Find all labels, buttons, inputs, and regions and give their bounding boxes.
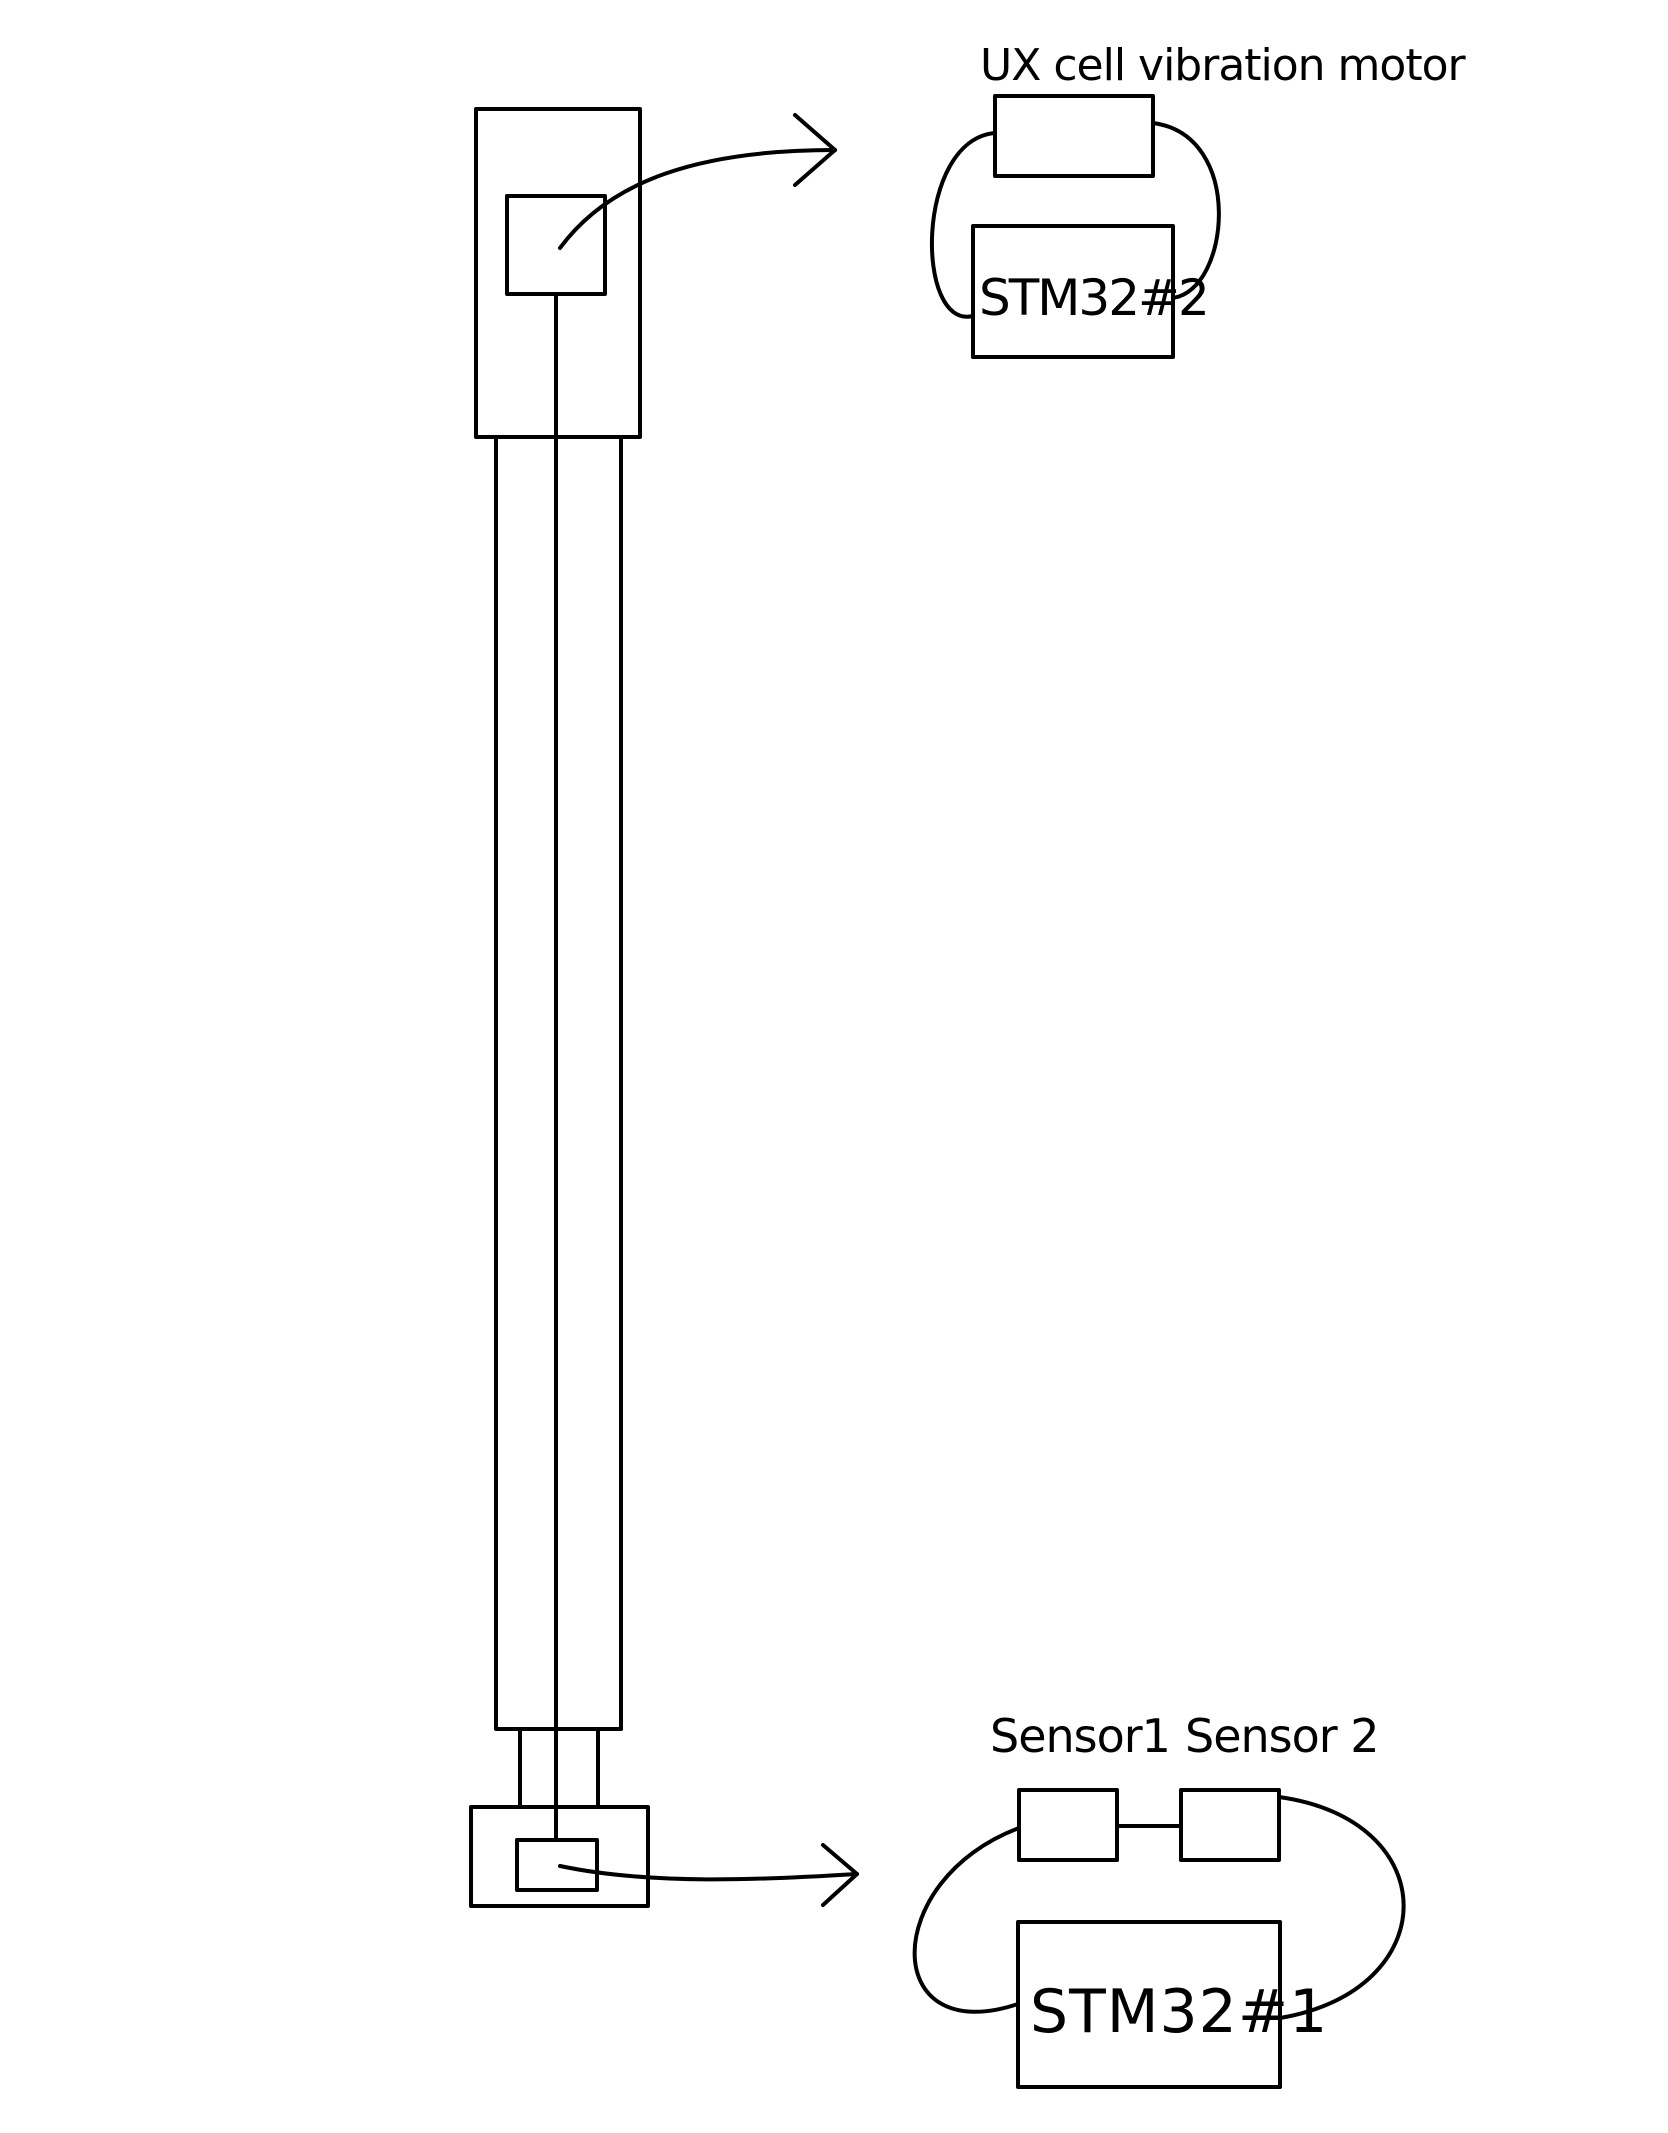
top-callout-arrow xyxy=(558,113,837,250)
motor-wire-right xyxy=(1151,121,1221,300)
top-module xyxy=(505,194,607,296)
pole-tube xyxy=(494,435,623,1731)
stm32-1-label: STM32#1 xyxy=(1030,1977,1328,2047)
top-detail: UX cell vibration motor STM32#2 xyxy=(929,40,1468,359)
base-module xyxy=(515,1838,599,1892)
vibration-motor xyxy=(993,94,1155,178)
stm32-2-board xyxy=(971,224,1175,359)
sensor-wire-right xyxy=(1277,1795,1406,2020)
sensor-1-label: Sensor1 xyxy=(990,1709,1170,1763)
sensor-1 xyxy=(1017,1788,1119,1862)
sensor-wire-left xyxy=(912,1826,1021,2014)
bottom-detail: Sensor1 Sensor 2 STM32#1 xyxy=(912,1709,1406,2089)
bottom-callout-arrow xyxy=(558,1843,859,1907)
motor-label: UX cell vibration motor xyxy=(980,40,1467,91)
sensor-2-label: Sensor 2 xyxy=(1185,1709,1379,1763)
motor-wire-left xyxy=(929,131,997,319)
pole-assembly xyxy=(469,107,650,1908)
pole-connector xyxy=(518,1727,600,1809)
base-housing xyxy=(469,1805,650,1908)
sensor-2 xyxy=(1179,1788,1281,1862)
